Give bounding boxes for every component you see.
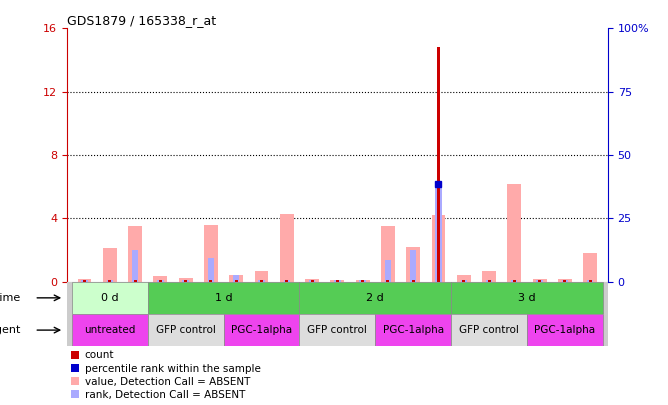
Bar <box>259 280 265 282</box>
Bar <box>81 280 88 282</box>
Text: PGC-1alpha: PGC-1alpha <box>383 325 444 335</box>
Bar <box>562 280 568 282</box>
Bar <box>486 280 492 282</box>
Bar <box>386 280 389 282</box>
Bar <box>204 225 218 282</box>
Text: agent: agent <box>0 325 21 335</box>
Bar <box>280 213 294 282</box>
Bar <box>108 280 112 282</box>
Bar <box>128 226 142 282</box>
Text: GFP control: GFP control <box>459 325 519 335</box>
Bar <box>255 271 269 282</box>
Bar <box>305 279 319 282</box>
Bar <box>558 279 572 282</box>
Bar <box>148 314 224 346</box>
Bar <box>462 280 466 282</box>
Bar <box>410 250 416 282</box>
Text: 1 d: 1 d <box>214 293 232 303</box>
Text: time: time <box>0 293 21 303</box>
Bar <box>182 280 189 282</box>
Bar <box>336 280 339 282</box>
Bar <box>587 280 593 282</box>
Bar <box>451 282 603 314</box>
Bar <box>411 280 415 282</box>
Bar <box>508 183 521 282</box>
Bar <box>234 280 238 282</box>
Bar <box>260 280 263 282</box>
Bar <box>532 279 546 282</box>
Bar <box>284 280 290 282</box>
Bar <box>103 249 117 282</box>
Bar <box>385 260 391 282</box>
Bar <box>311 280 313 282</box>
Bar <box>299 314 375 346</box>
Bar <box>457 275 471 282</box>
Bar <box>224 314 299 346</box>
Bar <box>436 187 442 282</box>
Text: untreated: untreated <box>84 325 136 335</box>
Bar <box>83 280 86 282</box>
Bar <box>331 280 344 282</box>
Bar <box>583 253 597 282</box>
Bar <box>184 280 187 282</box>
Text: GDS1879 / 165338_r_at: GDS1879 / 165338_r_at <box>67 14 216 27</box>
Bar <box>361 280 364 282</box>
Text: GFP control: GFP control <box>307 325 367 335</box>
Bar <box>437 47 440 282</box>
Text: 3 d: 3 d <box>518 293 536 303</box>
Text: GFP control: GFP control <box>156 325 216 335</box>
Bar <box>157 280 164 282</box>
Bar <box>299 282 451 314</box>
Bar <box>178 278 192 282</box>
Bar <box>334 280 341 282</box>
Bar <box>285 280 289 282</box>
Bar <box>132 250 138 282</box>
Legend: count, percentile rank within the sample, value, Detection Call = ABSENT, rank, : count, percentile rank within the sample… <box>67 346 265 404</box>
Bar <box>309 280 315 282</box>
Bar <box>134 280 136 282</box>
Bar <box>209 280 212 282</box>
Bar <box>107 280 113 282</box>
Bar <box>359 280 366 282</box>
Bar <box>208 258 214 282</box>
Bar <box>511 280 518 282</box>
Bar <box>432 215 446 282</box>
Bar <box>527 314 603 346</box>
Bar <box>148 282 299 314</box>
Bar <box>589 280 592 282</box>
Bar <box>451 314 527 346</box>
Bar <box>72 282 148 314</box>
Bar <box>406 247 420 282</box>
Bar <box>229 275 243 282</box>
Bar <box>154 276 167 282</box>
Text: PGC-1alpha: PGC-1alpha <box>231 325 292 335</box>
Bar <box>77 279 92 282</box>
Bar <box>159 280 162 282</box>
Text: PGC-1alpha: PGC-1alpha <box>534 325 595 335</box>
Text: 0 d: 0 d <box>101 293 119 303</box>
Bar <box>513 280 516 282</box>
Bar <box>72 314 148 346</box>
Bar <box>563 280 566 282</box>
Bar <box>375 314 451 346</box>
Bar <box>355 280 369 282</box>
Bar <box>461 280 467 282</box>
Bar <box>488 280 490 282</box>
Bar <box>233 275 239 282</box>
Bar <box>536 280 543 282</box>
Bar <box>482 271 496 282</box>
Bar <box>538 280 541 282</box>
Bar <box>381 226 395 282</box>
Text: 2 d: 2 d <box>366 293 384 303</box>
